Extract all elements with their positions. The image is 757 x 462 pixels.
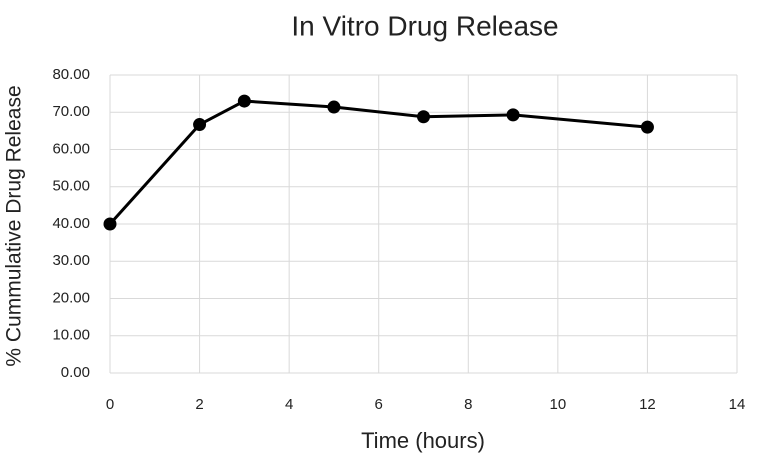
x-tick-label: 4 xyxy=(285,396,293,413)
data-point xyxy=(417,110,430,124)
data-point xyxy=(193,118,207,132)
y-tick-label: 50.00 xyxy=(52,178,90,195)
y-tick-label: 40.00 xyxy=(52,215,90,232)
y-axis-label: % Cummulative Drug Release xyxy=(3,85,26,366)
y-tick-label: 10.00 xyxy=(52,327,90,344)
chart-title: In Vitro Drug Release xyxy=(291,10,558,41)
data-point xyxy=(103,217,117,231)
y-tick-label: 30.00 xyxy=(52,252,90,269)
x-tick-label: 8 xyxy=(464,396,472,413)
data-point xyxy=(506,108,520,122)
x-tick-label: 0 xyxy=(106,396,114,413)
data-point xyxy=(237,94,251,108)
x-tick-label: 14 xyxy=(729,396,746,413)
x-tick-label: 6 xyxy=(375,396,383,413)
x-tick-label: 10 xyxy=(550,396,567,413)
data-point xyxy=(327,100,341,114)
y-tick-label: 60.00 xyxy=(52,140,90,157)
y-tick-label: 0.00 xyxy=(61,364,90,381)
data-point xyxy=(640,120,654,134)
y-tick-label: 70.00 xyxy=(52,103,90,120)
x-axis-label: Time (hours) xyxy=(361,428,485,453)
y-tick-label: 80.00 xyxy=(52,66,90,83)
x-tick-label: 2 xyxy=(195,396,203,413)
y-tick-label: 20.00 xyxy=(52,289,90,306)
x-tick-label: 12 xyxy=(639,396,656,413)
